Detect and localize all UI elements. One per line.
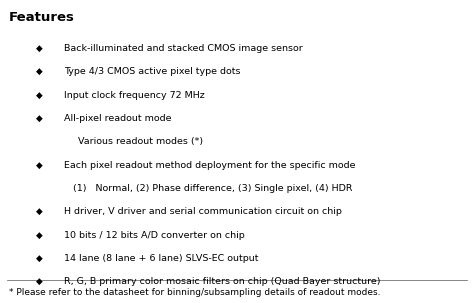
Text: ◆: ◆: [36, 207, 42, 216]
Text: Back-illuminated and stacked CMOS image sensor: Back-illuminated and stacked CMOS image …: [64, 44, 303, 53]
Text: ◆: ◆: [36, 277, 42, 286]
Text: 10 bits / 12 bits A/D converter on chip: 10 bits / 12 bits A/D converter on chip: [64, 231, 245, 240]
Text: ◆: ◆: [36, 44, 42, 53]
Text: Each pixel readout method deployment for the specific mode: Each pixel readout method deployment for…: [64, 161, 356, 170]
Text: ◆: ◆: [36, 231, 42, 240]
Text: * Please refer to the datasheet for binning/subsampling details of readout modes: * Please refer to the datasheet for binn…: [9, 288, 380, 298]
Text: ◆: ◆: [36, 254, 42, 263]
Text: ◆: ◆: [36, 67, 42, 76]
Text: ◆: ◆: [36, 114, 42, 123]
Text: Input clock frequency 72 MHz: Input clock frequency 72 MHz: [64, 91, 205, 100]
Text: Type 4/3 CMOS active pixel type dots: Type 4/3 CMOS active pixel type dots: [64, 67, 240, 76]
Text: Features: Features: [9, 11, 74, 24]
Text: R, G, B primary color mosaic filters on chip (Quad Bayer structure): R, G, B primary color mosaic filters on …: [64, 277, 381, 286]
Text: (1)   Normal, (2) Phase difference, (3) Single pixel, (4) HDR: (1) Normal, (2) Phase difference, (3) Si…: [73, 184, 353, 193]
Text: Various readout modes (*): Various readout modes (*): [78, 137, 203, 146]
Text: All-pixel readout mode: All-pixel readout mode: [64, 114, 172, 123]
Text: ◆: ◆: [36, 161, 42, 170]
Text: 14 lane (8 lane + 6 lane) SLVS-EC output: 14 lane (8 lane + 6 lane) SLVS-EC output: [64, 254, 258, 263]
Text: H driver, V driver and serial communication circuit on chip: H driver, V driver and serial communicat…: [64, 207, 342, 216]
Text: ◆: ◆: [36, 91, 42, 100]
